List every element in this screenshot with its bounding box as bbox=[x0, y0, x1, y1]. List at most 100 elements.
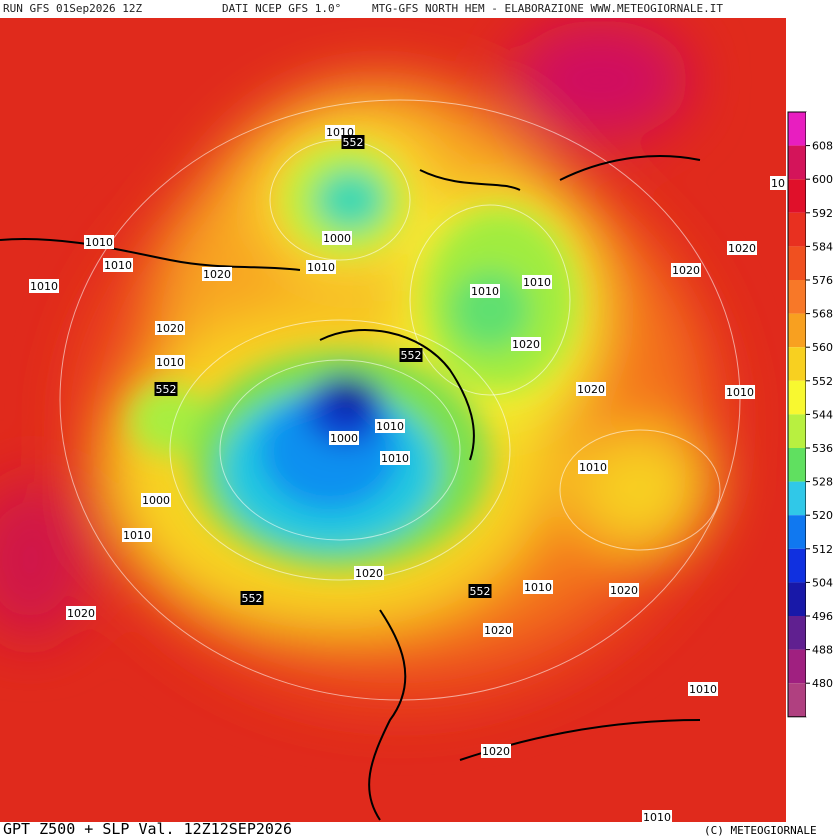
colorbar-label: 576 bbox=[812, 274, 833, 287]
colorbar-band bbox=[788, 616, 806, 650]
contour-label: 1010 bbox=[156, 356, 184, 369]
coastline bbox=[0, 155, 701, 821]
colorbar-label: 552 bbox=[812, 375, 833, 388]
colorbar-label: 568 bbox=[812, 308, 833, 321]
contour-label-bg bbox=[29, 279, 59, 293]
colorbar-label: 504 bbox=[812, 576, 833, 589]
contour-label-bg bbox=[671, 263, 701, 277]
contour-label: 552 bbox=[343, 136, 364, 149]
contour-label: 1010 bbox=[643, 811, 671, 824]
colorbar-band bbox=[788, 347, 806, 381]
colorbar-label: 536 bbox=[812, 442, 833, 455]
contour-label-bg bbox=[770, 176, 786, 190]
height-field: 1010 552 1000 1010 1010 1010 1010 1020 1010 1010 1… bbox=[0, 18, 786, 824]
colorbar-label: 592 bbox=[812, 207, 833, 220]
colorbar-label: 520 bbox=[812, 509, 833, 522]
colorbar-band bbox=[788, 414, 806, 448]
contour-label-bg bbox=[329, 431, 359, 445]
contour-label: 552 bbox=[470, 585, 491, 598]
colorbar-band bbox=[788, 280, 806, 314]
colorbar-band bbox=[788, 212, 806, 247]
contour-label-bg bbox=[399, 348, 423, 362]
contour-label: 1010 bbox=[524, 581, 552, 594]
contour-label-bg bbox=[576, 382, 606, 396]
contour-label: 1000 bbox=[323, 232, 351, 245]
contour-label: 1010 bbox=[104, 259, 132, 272]
contour-label: 1020 bbox=[355, 567, 383, 580]
colorbar-label: 480 bbox=[812, 677, 833, 690]
colorbar-band bbox=[788, 380, 806, 415]
colorbar-band bbox=[788, 548, 806, 583]
header: RUN GFS 01Sep2026 12Z DATI NCEP GFS 1.0°… bbox=[3, 2, 723, 15]
colorbar-label: 560 bbox=[812, 341, 833, 354]
colorbar-band bbox=[788, 179, 806, 213]
contour-label-bg bbox=[155, 321, 185, 335]
contour-label: 1020 bbox=[728, 242, 756, 255]
footer: GPT Z500 + SLP Val. 12Z12SEP2026 (C) MET… bbox=[3, 820, 817, 838]
run-info: RUN GFS 01Sep2026 12Z bbox=[3, 2, 142, 15]
contour-label-bg bbox=[609, 583, 639, 597]
contour-label-bg bbox=[103, 258, 133, 272]
contour-label: 552 bbox=[242, 592, 263, 605]
contour-label-bg bbox=[468, 584, 492, 598]
contour-label: 1010 bbox=[726, 386, 754, 399]
contour-label-bg bbox=[240, 591, 264, 605]
colorbar-label: 528 bbox=[812, 476, 833, 489]
contour-label-bg bbox=[155, 355, 185, 369]
colorbar-label: 496 bbox=[812, 610, 833, 623]
credit: MTG-GFS NORTH HEM - ELABORAZIONE WWW.MET… bbox=[372, 2, 723, 15]
contour-label: 1010 bbox=[376, 420, 404, 433]
contour-label: 1020 bbox=[672, 264, 700, 277]
contour-label: 1020 bbox=[203, 268, 231, 281]
colorbar-band bbox=[788, 145, 806, 180]
map-title: GPT Z500 + SLP Val. 12Z12SEP2026 bbox=[3, 820, 292, 838]
colorbar-label: 512 bbox=[812, 543, 833, 556]
colorbar-band bbox=[788, 112, 806, 146]
contour-label: 1010 bbox=[471, 285, 499, 298]
contour-label: 1010 bbox=[307, 261, 335, 274]
contour-label-bg bbox=[522, 275, 552, 289]
colorbar-label: 600 bbox=[812, 173, 833, 186]
data-source: DATI NCEP GFS 1.0° bbox=[222, 2, 341, 15]
contour-label: 1010 bbox=[579, 461, 607, 474]
contour-labels: 1010 552 1000 1010 1010 1010 1010 1020 1010 1010 1… bbox=[29, 125, 786, 824]
contour-label: 1020 bbox=[577, 383, 605, 396]
contour-label-bg bbox=[688, 682, 718, 696]
colorbar: 608 600 592 584 576 568 560 552 544 536 528 520 512 5… bbox=[787, 111, 838, 718]
colorbar-label: 584 bbox=[812, 240, 833, 253]
contour-label-bg bbox=[202, 267, 232, 281]
copyright: (C) METEOGIORNALE bbox=[704, 824, 817, 837]
contour-label: 1010 bbox=[381, 452, 409, 465]
contour-label-bg bbox=[642, 810, 672, 822]
contour-label-bg bbox=[380, 451, 410, 465]
colorbar-label: 544 bbox=[812, 408, 833, 421]
colorbar-band bbox=[788, 683, 806, 717]
contour-label-bg bbox=[354, 566, 384, 580]
contour-label-bg bbox=[470, 284, 500, 298]
contour-label-bg bbox=[483, 623, 513, 637]
contour-label-bg bbox=[341, 135, 365, 149]
contour-label-bg bbox=[154, 382, 178, 396]
contour-label-bg bbox=[66, 606, 96, 620]
contour-label-bg bbox=[306, 260, 336, 274]
contour-label-bg bbox=[511, 337, 541, 351]
colorbar-band bbox=[788, 448, 806, 482]
contour-label-bg bbox=[141, 493, 171, 507]
contour-label: 1010 bbox=[689, 683, 717, 696]
contour-label: 552 bbox=[401, 349, 422, 362]
colorbar-band bbox=[788, 649, 806, 684]
colorbar-band bbox=[788, 582, 806, 616]
contour-label-bg bbox=[84, 235, 114, 249]
colorbar-band bbox=[788, 313, 806, 348]
contour-label-bg bbox=[727, 241, 757, 255]
contour-label-bg bbox=[322, 231, 352, 245]
contour-label: 1020 bbox=[156, 322, 184, 335]
contour-label-bg bbox=[578, 460, 608, 474]
contour-label: 1010 bbox=[85, 236, 113, 249]
contour-label-bg bbox=[375, 419, 405, 433]
contour-label-bg bbox=[122, 528, 152, 542]
contour-label: 1010 bbox=[30, 280, 58, 293]
contour-label: 1020 bbox=[484, 624, 512, 637]
contour-label: 1020 bbox=[482, 745, 510, 758]
